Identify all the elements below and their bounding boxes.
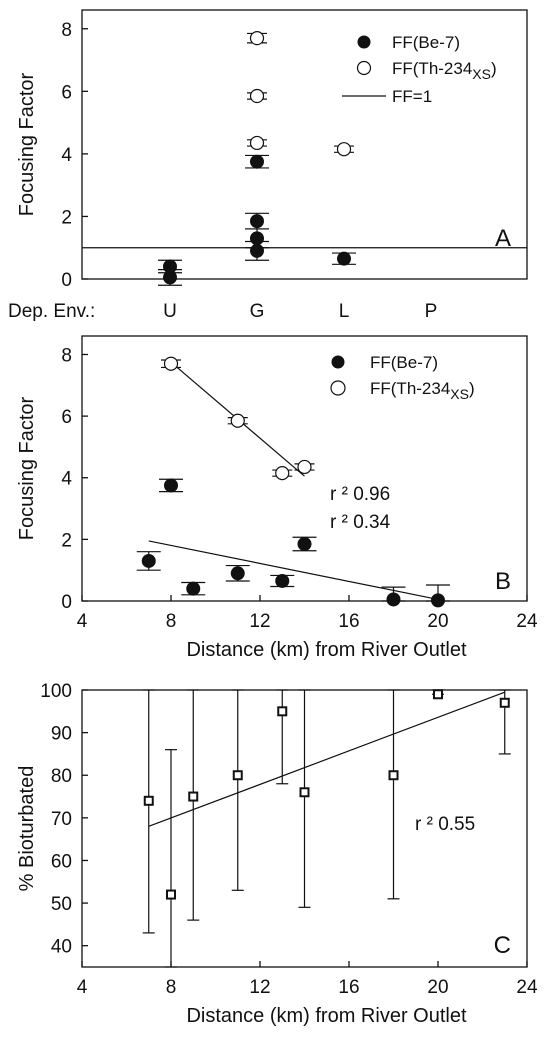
- data-point-th234: [297, 459, 312, 475]
- x-axis-title: Distance (km) from River Outlet: [186, 639, 466, 661]
- y-tick-label: 0: [61, 592, 72, 613]
- plot-frame: [81, 335, 528, 602]
- error-bar: [298, 689, 311, 908]
- data-point-be7: [386, 592, 401, 607]
- x-tick-label: 20: [427, 611, 448, 632]
- data-point-bioturbated: [166, 889, 176, 900]
- x-axis-prefix: Dep. Env.:: [8, 301, 95, 322]
- y-tick-label: 50: [51, 894, 72, 915]
- y-tick-label: 40: [51, 937, 72, 958]
- x-tick-label: 16: [338, 611, 359, 632]
- data-point-be7: [275, 573, 290, 588]
- x-tick-label: 4: [77, 977, 88, 998]
- data-point-th234: [249, 135, 265, 151]
- data-point-bioturbated: [277, 706, 288, 717]
- legend-label-be7: FF(Be-7): [370, 353, 438, 372]
- y-tick-label: 60: [51, 851, 72, 872]
- y-tick-label: 8: [61, 345, 72, 366]
- y-tick-label: 2: [61, 530, 72, 551]
- legend-label-th234: FF(Th-234XS): [370, 379, 475, 402]
- x-axis-title: Distance (km) from River Outlet: [186, 1005, 466, 1027]
- data-point-th234: [249, 88, 265, 104]
- legend-label-ff1: FF=1: [392, 87, 432, 106]
- error-bar: [142, 689, 155, 934]
- data-point-be7: [297, 536, 312, 551]
- x-category-label: U: [163, 301, 177, 322]
- data-point-be7: [186, 581, 201, 596]
- y-tick-label: 0: [61, 270, 72, 291]
- y-axis-title: Focusing Factor: [16, 396, 38, 540]
- legend-marker-th234: [356, 60, 372, 76]
- data-point-bioturbated: [143, 795, 154, 806]
- y-tick-label: 4: [61, 469, 72, 490]
- x-category-label: G: [250, 301, 265, 322]
- plot-frame: [81, 9, 528, 280]
- x-tick-label: 8: [166, 977, 177, 998]
- data-point-bioturbated: [299, 787, 310, 798]
- x-tick-label: 12: [249, 611, 270, 632]
- data-point-be7: [431, 593, 445, 608]
- data-point-th234: [163, 356, 179, 371]
- panel-label: C: [494, 932, 511, 959]
- y-tick-label: 2: [61, 207, 72, 228]
- data-point-be7: [164, 478, 178, 493]
- y-tick-label: 8: [61, 20, 72, 41]
- legend-label-be7: FF(Be-7): [392, 33, 460, 52]
- data-point-be7: [250, 154, 264, 169]
- regression-line: [148, 691, 505, 827]
- y-tick-label: 100: [40, 681, 72, 702]
- y-tick-label: 70: [51, 809, 72, 830]
- data-point-be7: [337, 251, 351, 266]
- legend-marker-be7: [357, 35, 371, 49]
- y-axis-title: Focusing Factor: [16, 72, 38, 216]
- data-point-be7: [163, 259, 177, 274]
- x-category-label: P: [425, 301, 438, 322]
- data-point-bioturbated: [433, 689, 443, 700]
- data-point-be7: [250, 214, 264, 229]
- y-tick-label: 6: [61, 82, 72, 103]
- error-bar: [276, 689, 289, 785]
- panel-label: A: [495, 225, 511, 252]
- legend-label-th234: FF(Th-234XS): [392, 59, 497, 82]
- regression-line-be7: [148, 540, 439, 601]
- data-point-bioturbated: [188, 791, 199, 802]
- x-tick-label: 24: [516, 977, 538, 998]
- data-point-be7: [230, 566, 245, 581]
- r-squared-label: r ² 0.55: [415, 814, 475, 835]
- error-bar: [187, 689, 200, 921]
- data-point-th234: [249, 31, 265, 46]
- data-point-bioturbated: [388, 770, 399, 781]
- data-point-bioturbated: [232, 770, 243, 781]
- data-point-th234: [230, 413, 245, 428]
- y-tick-label: 80: [51, 766, 72, 787]
- panel-label: B: [495, 568, 511, 595]
- x-tick-label: 16: [338, 977, 359, 998]
- legend-marker-th234: [330, 380, 346, 396]
- y-axis-title: % Bioturbated: [16, 766, 38, 892]
- x-category-label: L: [339, 301, 350, 322]
- y-tick-label: 6: [61, 407, 72, 428]
- data-point-th234: [275, 466, 290, 481]
- x-tick-label: 12: [249, 977, 270, 998]
- data-point-be7: [250, 243, 264, 258]
- x-tick-label: 24: [516, 611, 538, 632]
- y-tick-label: 4: [61, 145, 72, 166]
- error-bar: [231, 689, 244, 891]
- r-squared-label: r ² 0.34: [330, 512, 391, 533]
- y-tick-label: 90: [51, 724, 72, 745]
- data-point-be7: [141, 553, 156, 568]
- error-bar: [165, 749, 177, 968]
- error-bar: [387, 689, 400, 900]
- x-tick-label: 8: [166, 611, 177, 632]
- x-tick-label: 20: [427, 977, 448, 998]
- legend-marker-be7: [331, 355, 345, 369]
- data-point-bioturbated: [499, 697, 510, 708]
- x-tick-label: 4: [77, 611, 88, 632]
- data-point-th234: [336, 142, 352, 157]
- r-squared-label: r ² 0.96: [330, 484, 390, 505]
